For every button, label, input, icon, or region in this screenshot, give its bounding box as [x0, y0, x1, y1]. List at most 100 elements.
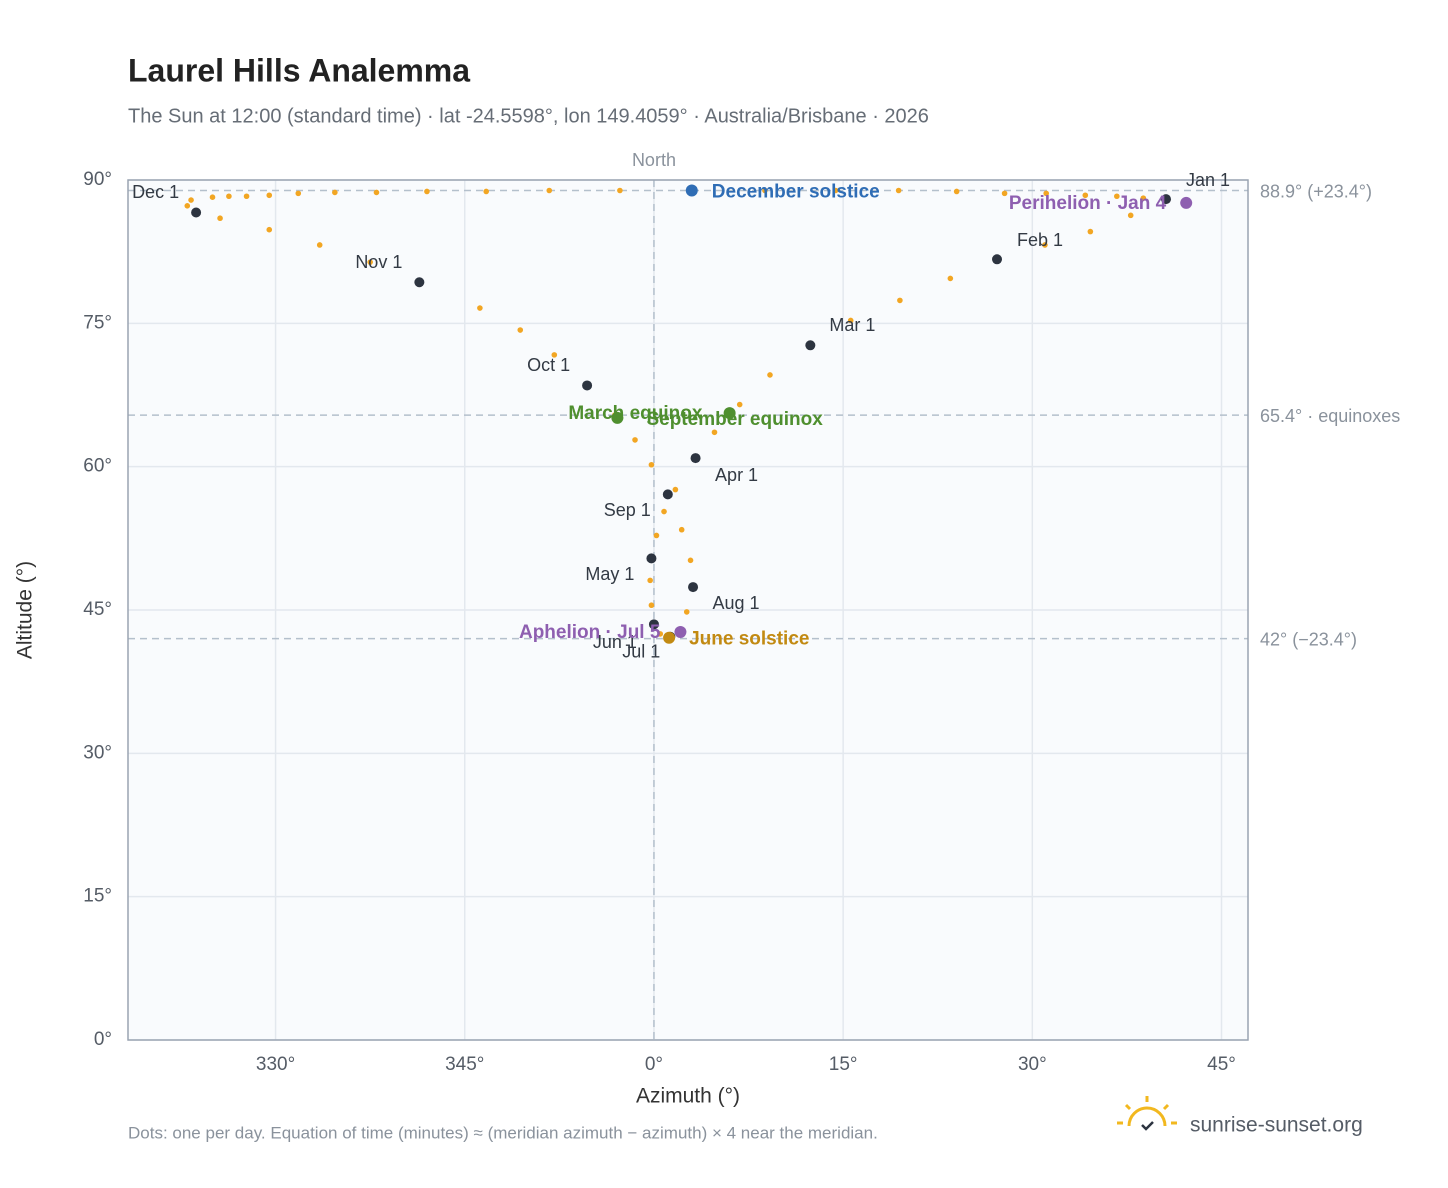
month-marker: [648, 619, 659, 630]
event-label: Perihelion · Jan 4: [1009, 193, 1167, 214]
daily-dot: [477, 305, 483, 311]
y-tick-label: 30°: [83, 742, 112, 763]
brand-logo: [1117, 1096, 1177, 1131]
x-tick-label: 0°: [645, 1054, 663, 1075]
plot-frame: [127, 179, 1249, 1041]
daily-dot: [687, 557, 694, 564]
chart-subtitle: The Sun at 12:00 (standard time) · lat -…: [128, 105, 929, 127]
daily-dot: [762, 187, 768, 194]
month-marker: [414, 277, 425, 288]
daily-dot: [678, 526, 685, 533]
daily-dot: [1042, 242, 1048, 248]
daily-dot: [657, 631, 664, 637]
y-tick-label: 60°: [83, 456, 112, 477]
daily-dot: [895, 187, 902, 194]
event-marker: [685, 184, 698, 197]
event-marker: [611, 411, 624, 424]
x-tick-label: 345°: [445, 1054, 484, 1075]
daily-dot: [847, 317, 854, 324]
daily-dot: [1001, 190, 1008, 197]
event-marker: [1180, 196, 1193, 209]
daily-dot: [767, 372, 773, 378]
event-marker: [663, 631, 676, 644]
y-tick-label: 15°: [83, 886, 112, 907]
daily-dot: [316, 242, 323, 248]
month-label: May 1: [585, 564, 634, 584]
month-marker: [690, 453, 701, 464]
x-tick-label: 330°: [256, 1054, 295, 1075]
reference-label: 88.9° (+23.4°): [1260, 181, 1372, 201]
daily-dot: [736, 401, 743, 408]
daily-dot: [653, 532, 660, 539]
daily-dot: [184, 203, 191, 209]
daily-dot: [1087, 228, 1094, 235]
y-tick-label: 45°: [83, 599, 112, 620]
daily-dot: [648, 602, 655, 609]
daily-dot: [617, 187, 623, 194]
daily-dot: [1082, 192, 1089, 199]
month-marker: [646, 553, 657, 564]
month-label: Dec 1: [132, 182, 179, 202]
reference-lines: [128, 180, 1248, 1040]
event-marker: [723, 407, 736, 420]
event-label: December solstice: [712, 182, 880, 203]
month-label: Sep 1: [604, 500, 651, 520]
reference-label: 42° (−23.4°): [1260, 629, 1357, 649]
marks: [184, 184, 1193, 644]
daily-dot: [1140, 195, 1147, 201]
y-tick-label: 90°: [83, 169, 112, 190]
y-tick-label: 75°: [83, 312, 112, 333]
month-marker: [805, 340, 816, 351]
month-label: Aug 1: [713, 593, 760, 613]
x-axis-label: Azimuth (°): [636, 1085, 740, 1108]
chart-title: Laurel Hills Analemma: [128, 52, 470, 88]
month-label: Jul 1: [622, 642, 660, 662]
daily-dot: [953, 188, 960, 195]
daily-dot: [209, 194, 216, 200]
daily-dot: [266, 226, 273, 233]
event-marker: [674, 625, 687, 638]
daily-dot: [632, 437, 638, 443]
month-marker: [1161, 194, 1172, 205]
month-label: Jun 1: [593, 632, 637, 652]
daily-dot: [832, 187, 839, 194]
daily-dot: [517, 327, 524, 333]
daily-dot: [897, 297, 903, 304]
y-tick-label: 0°: [94, 1029, 112, 1050]
month-marker: [992, 254, 1003, 265]
daily-dot: [683, 609, 690, 615]
daily-dot: [1114, 193, 1120, 200]
footnote: Dots: one per day. Equation of time (min…: [128, 1123, 878, 1142]
month-marker: [662, 489, 673, 500]
event-label: March equinox: [568, 403, 703, 424]
daily-dot: [711, 429, 718, 436]
daily-dot: [266, 192, 273, 199]
daily-dot: [332, 189, 338, 196]
month-marker: [191, 207, 202, 218]
month-label: Mar 1: [829, 315, 875, 335]
daily-dot: [483, 188, 489, 195]
daily-dot: [648, 461, 655, 468]
reference-label: 65.4° · equinoxes: [1260, 406, 1400, 426]
daily-dot: [947, 275, 954, 282]
daily-dot: [1043, 190, 1049, 197]
month-marker: [688, 582, 699, 593]
month-label: Apr 1: [715, 465, 758, 485]
daily-dot: [647, 577, 653, 584]
meridian-label: North: [632, 150, 676, 170]
daily-dot: [661, 508, 667, 515]
daily-dot: [243, 193, 250, 200]
event-label: Aphelion · Jul 5: [519, 622, 661, 643]
event-label: June solstice: [689, 629, 809, 650]
daily-dot: [188, 197, 194, 203]
daily-dot: [546, 187, 553, 194]
x-tick-label: 30°: [1018, 1054, 1047, 1075]
month-marker: [582, 380, 593, 391]
y-axis-label: Altitude (°): [14, 561, 37, 659]
x-tick-label: 15°: [829, 1054, 858, 1075]
month-label: Jan 1: [1186, 170, 1230, 190]
daily-dot: [672, 486, 679, 493]
daily-dot: [226, 193, 232, 200]
daily-dot: [367, 259, 373, 265]
x-tick-label: 45°: [1207, 1054, 1236, 1075]
